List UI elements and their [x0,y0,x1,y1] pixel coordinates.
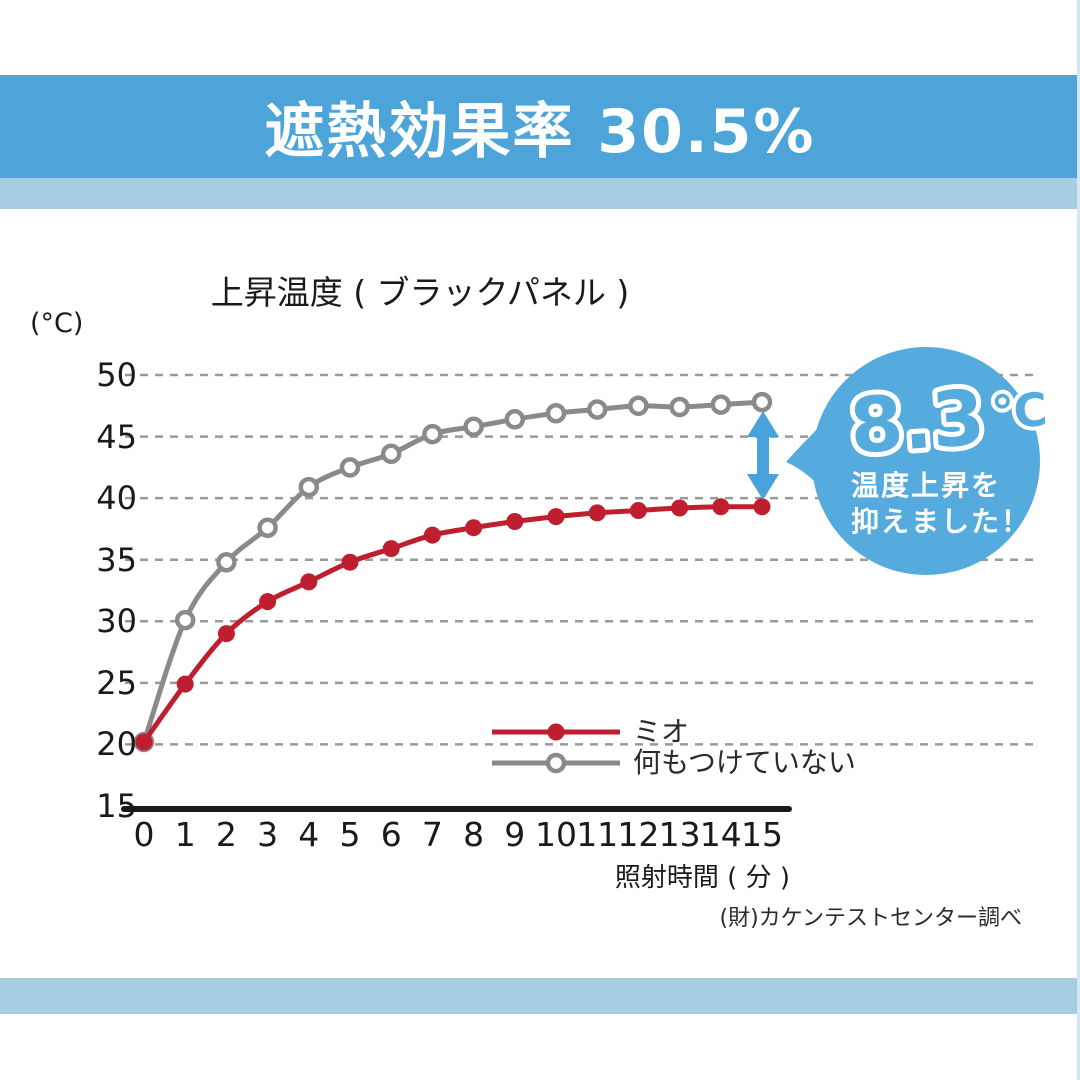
series-untreated-marker [216,551,237,573]
y-tick-label: 50 [96,356,137,394]
series-untreated-marker [586,399,608,420]
callout-line2: 抑えました！ [851,505,1032,538]
y-tick-label: 25 [96,663,137,702]
x-tick-label: 8 [463,815,485,854]
series-mio-marker [465,519,483,537]
x-tick-label: 7 [421,815,443,854]
series-untreated-marker [339,457,361,478]
legend-label-mio: ミオ [633,715,690,748]
bottom-strip [0,978,1080,1014]
x-tick-label: 4 [298,815,320,854]
series-mio-marker [547,508,565,526]
series-untreated-marker [298,476,320,498]
x-tick-label: 9 [504,815,526,854]
x-tick-label: 11 [576,815,619,854]
x-tick-label: 5 [339,815,361,854]
series-mio-marker [423,526,441,544]
y-tick-label: 35 [96,540,137,579]
x-tick-label: 1 [174,815,196,854]
banner-underline-strip [0,178,1080,209]
series-mio-marker [176,675,194,693]
series-untreated-marker [628,395,649,417]
x-tick-label: 2 [215,815,237,854]
y-tick-label: 40 [96,479,137,518]
x-tick-label: 14 [699,815,742,854]
chart-title: 上昇温度 ( ブラックパネル ) [210,273,630,312]
legend-label-untreated: 何もつけていない [633,746,856,779]
delta-value-text: 8.3 [847,372,988,470]
series-mio-marker [341,553,359,571]
series-mio-marker [300,573,318,591]
source-note: (財)カケンテストセンター調べ [719,906,1022,931]
callout-delta-text: 8.3 ℃ [842,367,1053,475]
x-tick-label: 10 [535,815,577,854]
series-mio-marker [135,733,153,751]
series-mio-marker [506,513,524,530]
right-edge-line [1077,0,1080,1080]
gap-arrow [747,411,779,500]
page-title: 遮熱効果率 30.5% [264,97,816,167]
series-untreated-marker [257,517,278,538]
x-tick-label: 15 [741,815,783,854]
series-mio-marker [259,593,277,611]
x-tick-label: 0 [133,815,155,854]
x-tick-label: 12 [617,815,660,854]
series-untreated-marker [380,443,402,465]
y-axis-unit-label: (°C) [30,308,84,339]
y-tick-label: 45 [96,417,137,456]
series-mio-marker [629,502,647,519]
series-untreated-marker [463,416,484,437]
series-mio-marker [671,499,689,517]
x-tick-label: 6 [380,815,402,854]
callout-line1: 温度上昇を [851,469,1002,502]
series-untreated-marker [751,391,773,413]
legend-mio-marker [547,723,565,741]
series-mio-marker [217,625,235,643]
callout-bubble [812,347,1040,575]
series-mio-marker [588,504,606,522]
series-untreated-marker [710,394,732,415]
series-untreated-marker [545,402,567,424]
x-axis-label: 照射時間 ( 分 ) [614,863,790,893]
series-mio-marker [382,540,400,558]
legend-untreated-marker [545,752,567,774]
y-tick-label: 15 [96,787,137,825]
series-untreated-marker [669,396,690,418]
y-tick-label: 30 [96,602,137,641]
series-untreated-marker [504,409,526,430]
series-untreated-line [141,399,763,743]
delta-unit-text: ℃ [990,382,1049,440]
x-tick-label: 3 [257,815,279,854]
series-mio-line [141,504,763,744]
series-untreated-marker [422,423,443,445]
series-untreated-marker [174,609,196,631]
header-banner: 遮熱効果率 30.5% [0,75,1080,178]
series-mio-marker [712,498,730,516]
x-tick-label: 13 [658,815,701,854]
y-tick-label: 20 [96,725,137,764]
series-mio-marker [753,498,771,516]
